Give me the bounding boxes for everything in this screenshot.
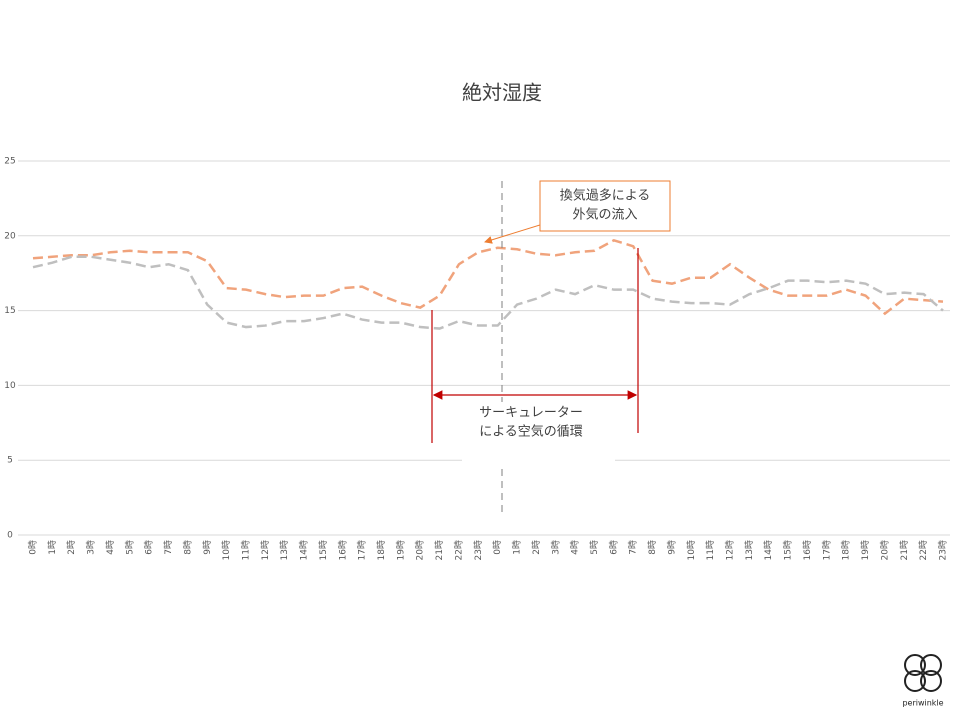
annotation: 換気過多による	[560, 188, 651, 204]
x-tick-label: 23時	[473, 540, 484, 560]
x-tick-label: 23時	[938, 540, 949, 560]
x-tick-label: 6時	[144, 540, 155, 555]
logo	[904, 654, 942, 692]
x-tick-label: 21時	[434, 540, 445, 560]
x-tick-label: 14時	[299, 540, 310, 560]
x-tick-label: 2時	[531, 540, 542, 555]
x-tick-label: 10時	[686, 540, 697, 560]
x-tick-label: 5時	[124, 540, 135, 555]
x-tick-label: 18時	[841, 540, 852, 560]
x-tick-label: 22時	[453, 540, 464, 560]
x-tick-label: 19時	[860, 540, 871, 560]
logo-text: periwinkle	[902, 699, 943, 708]
x-tick-label: 0時	[28, 540, 39, 555]
x-tick-label: 20時	[879, 540, 890, 560]
y-tick-label: 0	[7, 531, 13, 541]
plot	[32, 238, 944, 330]
x-tick-label: 21時	[899, 540, 910, 560]
x-tick-label: 3時	[86, 540, 97, 555]
x-tick-label: 18時	[376, 540, 387, 560]
x-tick-label: 16時	[337, 540, 348, 560]
x-tick-label: 13時	[279, 540, 290, 560]
y-tick-label: 5	[7, 456, 13, 466]
x-tick-label: 4時	[570, 540, 581, 555]
series-line	[32, 238, 944, 316]
x-tick-label: 2時	[66, 540, 77, 555]
x-tick-label: 6時	[608, 540, 619, 555]
x-tick-label: 22時	[918, 540, 929, 560]
x-tick-label: 17時	[357, 540, 368, 560]
x-tick-label: 12時	[725, 540, 736, 560]
x-tick-label: 1時	[47, 540, 58, 555]
grid: 0 5 10 15 20 25 0時 1時 2時 3時 4時 5時 6時 7時 8時 9時 10時 11時 12時 1…	[4, 157, 950, 560]
x-tick-label: 15時	[318, 540, 329, 560]
annotation: サーキュレーター	[479, 406, 583, 421]
x-tick-label: 3時	[550, 540, 561, 555]
x-tick-label: 17時	[821, 540, 832, 560]
x-tick-label: 9時	[202, 540, 213, 555]
y-tick-label: 25	[4, 157, 15, 167]
x-tick-label: 1時	[512, 540, 523, 555]
x-tick-label: 19時	[395, 540, 406, 560]
x-tick-label: 15時	[783, 540, 794, 560]
annotation-box	[462, 402, 615, 464]
x-tick-label: 5時	[589, 540, 600, 555]
y-tick-label: 10	[4, 381, 16, 391]
x-tick-label: 11時	[705, 540, 716, 560]
x-tick-label: 8時	[182, 540, 193, 555]
x-tick-label: 8時	[647, 540, 658, 555]
series-line	[32, 255, 944, 330]
y-tick-label: 20	[4, 231, 16, 241]
x-tick-label: 14時	[763, 540, 774, 560]
annotation: による空気の循環	[479, 424, 583, 440]
x-tick-label: 16時	[802, 540, 813, 560]
chart-title: 絶対湿度	[462, 81, 542, 105]
x-tick-label: 7時	[628, 540, 639, 555]
x-tick-label: 12時	[260, 540, 271, 560]
x-tick-label: 0時	[492, 540, 503, 555]
x-tick-label: 7時	[163, 540, 174, 555]
x-tick-label: 13時	[744, 540, 755, 560]
x-tick-label: 9時	[666, 540, 677, 555]
annotation: 外気の流入	[572, 207, 637, 223]
x-tick-label: 20時	[415, 540, 426, 560]
callout-box	[539, 180, 671, 232]
x-tick-label: 4時	[105, 540, 116, 555]
y-tick-label: 15	[4, 306, 15, 316]
x-tick-label: 10時	[221, 540, 232, 560]
x-tick-label: 11時	[240, 540, 251, 560]
